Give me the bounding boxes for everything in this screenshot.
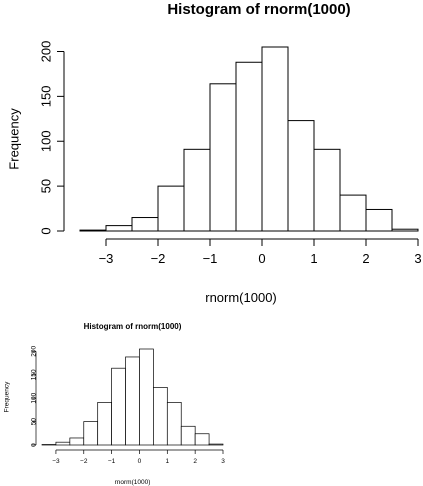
x-tick-label: 1 [310, 251, 317, 266]
histogram-bar [235, 61, 263, 232]
histogram-bar [55, 441, 71, 446]
histogram-bar [131, 217, 159, 232]
histogram-bar [180, 425, 196, 446]
y-tick-label: 150 [39, 86, 54, 108]
x-tick-label: 0 [258, 251, 265, 266]
x-axis-label: rnorm(1000) [205, 290, 277, 305]
y-tick-label: 50 [31, 418, 38, 426]
x-tick-label: −1 [203, 251, 218, 266]
x-tick-label: −2 [80, 458, 88, 465]
histogram-bar [166, 402, 182, 446]
histogram-bar [157, 185, 185, 232]
x-tick-label: −2 [151, 251, 166, 266]
histogram-bar [365, 208, 393, 232]
histogram-bar [313, 148, 341, 232]
histogram-bar [183, 148, 211, 232]
y-tick-label: 0 [39, 227, 54, 234]
histogram-bar [97, 402, 112, 446]
y-tick-label: 50 [39, 179, 54, 193]
x-tick-label: −3 [52, 458, 60, 465]
histogram-bar [69, 437, 85, 446]
chart-title: Histogram of rnorm(1000) [167, 1, 350, 18]
y-tick-label: 200 [31, 346, 38, 357]
histogram-bar [139, 348, 154, 446]
histogram-bar [261, 46, 289, 232]
histogram-bar [111, 367, 126, 446]
x-axis-label: rnorm(1000) [115, 479, 151, 486]
histogram-bar [208, 443, 224, 446]
y-axis-label: Frequency [7, 108, 22, 170]
histogram-small: Histogram of rnorm(1000) −3 −2 −1 0 1 2 3 0 50 100… [4, 322, 226, 486]
y-tick-label: 200 [39, 41, 54, 63]
y-tick-label: 100 [39, 130, 54, 152]
histogram-bar [83, 421, 99, 446]
y-tick-label: 150 [31, 369, 38, 380]
x-tick-label: 3 [221, 458, 225, 465]
chart-title: Histogram of rnorm(1000) [84, 322, 182, 331]
histogram-bar [287, 120, 315, 232]
x-tick-label: −1 [108, 458, 116, 465]
x-tick-label: 3 [414, 251, 421, 266]
histogram-bar [105, 225, 133, 232]
histogram-bar [125, 356, 140, 446]
histogram-bar [391, 228, 419, 232]
histogram-large: Histogram of rnorm(1000) −3 −2 −1 0 1 2 3 0 50 100… [7, 1, 422, 305]
x-tick-label: 1 [165, 458, 169, 465]
histogram-bar [209, 83, 237, 232]
x-tick-label: −3 [99, 251, 114, 266]
histogram-bar [79, 229, 107, 232]
y-tick-label: 100 [31, 392, 38, 403]
x-tick-label: 0 [138, 458, 142, 465]
y-tick-label: 0 [31, 443, 38, 447]
histogram-bar [194, 433, 210, 446]
x-tick-label: 2 [362, 251, 369, 266]
histogram-bar [339, 194, 367, 232]
x-tick-label: 2 [193, 458, 197, 465]
histogram-bar [153, 387, 168, 446]
y-axis-label: Frequency [4, 381, 11, 412]
